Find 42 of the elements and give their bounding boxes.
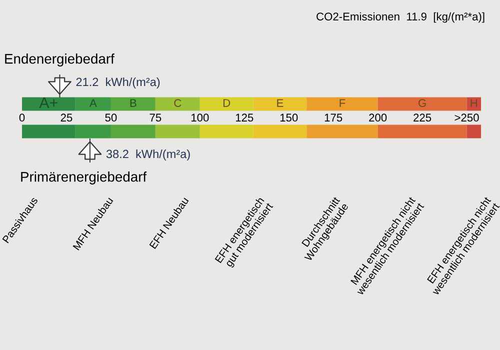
ref-line-label: 38.2 kWh/(m²a) <box>106 150 190 160</box>
series-label: E <box>277 99 284 107</box>
text: CO2-Emissionen 11.9 [kg/(m²*a)] <box>316 12 484 23</box>
bar <box>253 97 307 111</box>
x-tick-label: 0 <box>19 114 25 122</box>
series-label: A+ <box>39 97 58 108</box>
bar <box>75 97 111 111</box>
text: Primärenergiebedarf <box>21 172 147 184</box>
ref-line-label: 21.2 kWh/(m²a) <box>76 78 160 88</box>
x-tick-label: 150 <box>280 114 298 122</box>
series-label: B <box>130 99 136 107</box>
series-label: A <box>89 99 97 107</box>
x-tick-label: 125 <box>236 114 254 122</box>
bar <box>306 97 378 111</box>
series-label: D <box>223 99 230 107</box>
bar <box>253 124 307 138</box>
bar <box>200 124 254 138</box>
bar <box>306 124 378 138</box>
bar <box>200 97 254 111</box>
series-label: C <box>174 99 182 107</box>
x-tick-label: 75 <box>150 114 162 122</box>
bar <box>378 97 467 111</box>
bar <box>378 124 467 138</box>
x-tick-label: 25 <box>60 114 72 122</box>
bar <box>110 97 156 111</box>
x-tick-label: 175 <box>324 114 342 122</box>
series-label: F <box>340 99 346 107</box>
text: Endenergiebedarf <box>5 54 114 66</box>
x-tick-label: 200 <box>369 114 387 122</box>
bar <box>110 124 156 138</box>
series-label: G <box>418 99 426 107</box>
bar <box>155 124 200 138</box>
bar <box>22 97 76 111</box>
x-tick-label: 50 <box>105 114 117 122</box>
bar <box>75 124 111 138</box>
bar <box>466 124 481 138</box>
bar <box>155 97 200 111</box>
bar <box>22 124 76 138</box>
x-tick-label: >250 <box>454 114 479 122</box>
series-label: H <box>470 99 477 107</box>
x-tick-label: 100 <box>191 114 209 122</box>
x-tick-label: 225 <box>414 114 432 122</box>
